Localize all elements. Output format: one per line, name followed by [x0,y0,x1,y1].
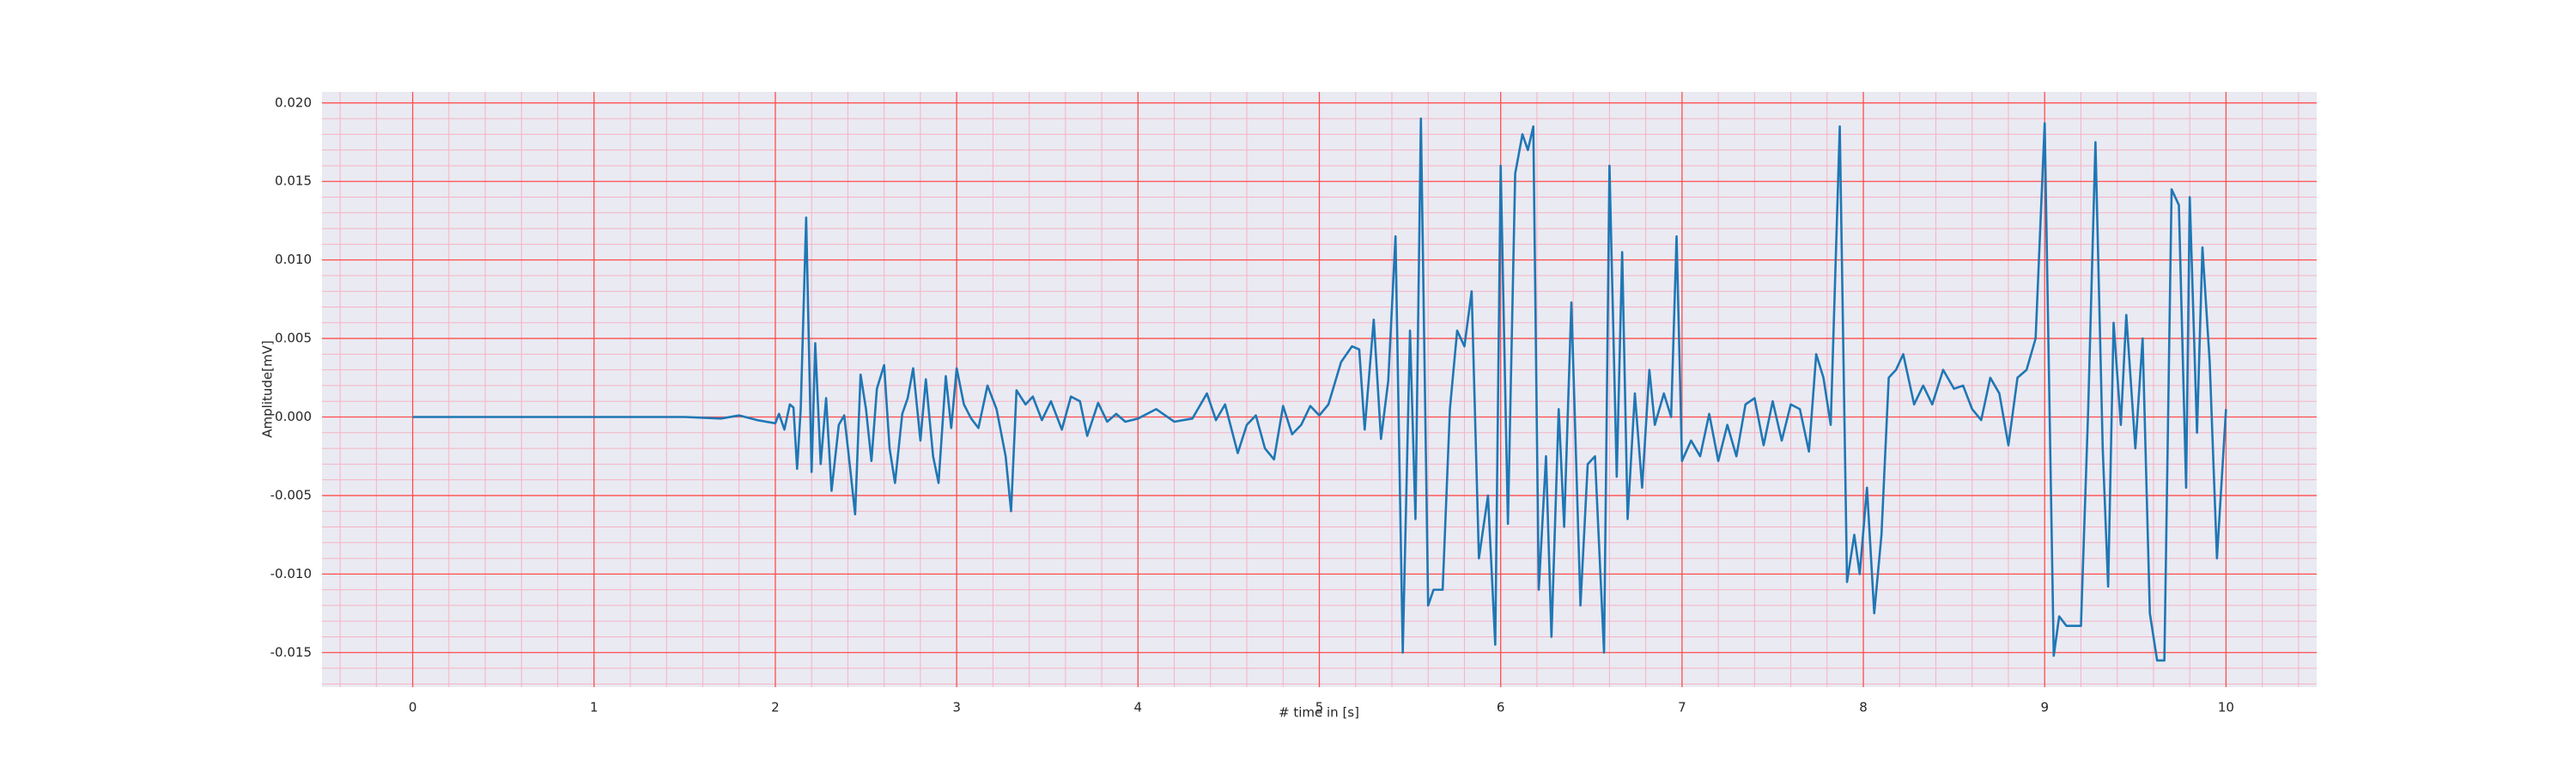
grid [322,92,2317,687]
x-tick-label: 4 [1134,700,1143,715]
x-tick-label: 2 [771,700,780,715]
y-axis-label: Amplitude[mV] [260,340,276,437]
x-tick-label: 1 [590,700,598,715]
y-tick-label: -0.010 [270,566,312,581]
y-tick-label: -0.015 [270,644,312,660]
signal-line [412,117,2227,662]
x-tick-label: 8 [1859,700,1868,715]
y-tick-label: 0.005 [275,331,312,346]
x-axis-label: # time in [s] [1279,705,1359,721]
x-tick-label: 3 [952,700,961,715]
y-tick-label: 0.000 [275,409,312,424]
y-tick-label: -0.005 [270,487,312,502]
lines [412,117,2227,662]
x-tick-label: 7 [1678,700,1686,715]
x-tick-label: 9 [2040,700,2049,715]
y-tick-label: 0.010 [275,252,312,267]
y-tick-label: 0.020 [275,94,312,110]
x-tick-label: 5 [1315,700,1324,715]
x-tick-label: 6 [1497,700,1505,715]
x-tick-label: 0 [409,700,417,715]
x-tick-label: 10 [2218,700,2234,715]
y-tick-label: 0.015 [275,173,312,189]
labels: 0 1 2 3 4 5 6 7 8 9 10 -0.015 -0.010 -0.005 0.000 0.005… [270,94,2234,715]
